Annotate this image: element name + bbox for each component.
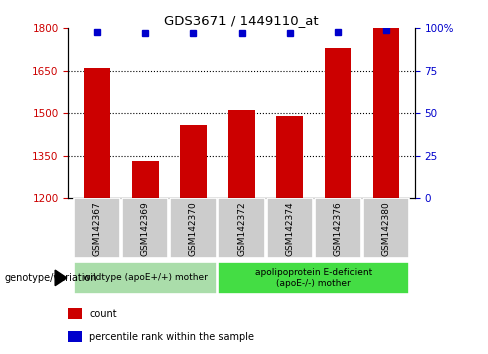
Text: GSM142380: GSM142380 [382,201,390,256]
Text: GSM142372: GSM142372 [237,201,246,256]
Text: wildtype (apoE+/+) mother: wildtype (apoE+/+) mother [83,273,208,282]
Bar [170,198,217,258]
Bar [266,198,313,258]
Bar [68,308,82,319]
Bar [122,198,168,258]
Bar [84,68,110,198]
Text: percentile rank within the sample: percentile rank within the sample [89,332,254,342]
Text: GSM142367: GSM142367 [93,201,102,256]
Bar [276,116,303,198]
Text: apolipoprotein E-deficient
(apoE-/-) mother: apolipoprotein E-deficient (apoE-/-) mot… [255,268,372,287]
Bar [228,110,255,198]
Bar [219,262,409,294]
Bar [74,198,121,258]
Polygon shape [55,270,67,286]
Text: genotype/variation: genotype/variation [5,273,98,283]
Bar [219,198,264,258]
Bar [315,198,361,258]
Text: GSM142376: GSM142376 [333,201,342,256]
Bar [180,125,207,198]
Bar [325,48,351,198]
Bar [363,198,409,258]
Text: GSM142369: GSM142369 [141,201,150,256]
Text: GSM142374: GSM142374 [285,201,294,256]
Title: GDS3671 / 1449110_at: GDS3671 / 1449110_at [164,14,319,27]
Bar [132,161,159,198]
Bar [373,28,399,198]
Text: count: count [89,309,117,319]
Bar [74,262,217,294]
Bar [68,331,82,342]
Text: GSM142370: GSM142370 [189,201,198,256]
